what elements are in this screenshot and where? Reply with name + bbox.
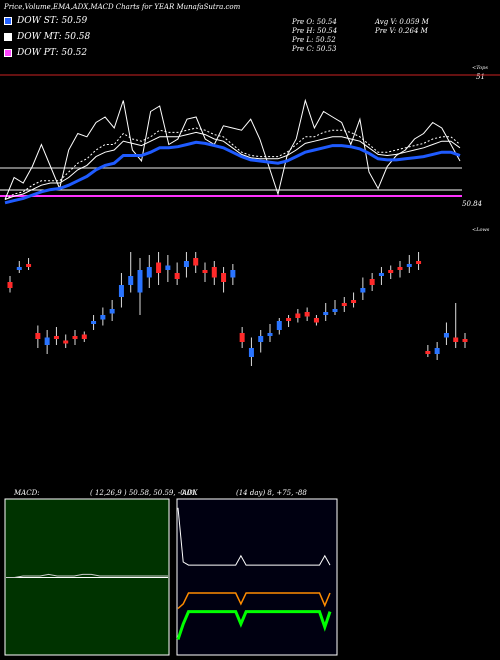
- prev-high: Pre H: 50.54: [292, 27, 338, 35]
- candle-body: [202, 270, 208, 273]
- macd-label: MACD:: [14, 489, 40, 497]
- ema-white-line: [4, 131, 461, 200]
- candle-body: [165, 265, 171, 270]
- candle-body: [388, 270, 394, 273]
- candle-body: [425, 351, 431, 354]
- upper-series-group: [4, 98, 461, 205]
- prev-open: Pre O: 50.54: [292, 18, 337, 26]
- candle-body: [7, 282, 13, 288]
- candle-body: [258, 336, 264, 342]
- candle-body: [443, 333, 449, 338]
- prev-close: Pre C: 50.53: [292, 45, 337, 53]
- candle-body: [406, 264, 412, 267]
- adx-values: (14 day) 8, +75, -88: [236, 489, 307, 497]
- candle-body: [341, 303, 347, 306]
- candle-body: [35, 333, 41, 339]
- candle-body: [118, 285, 124, 297]
- candle-body: [416, 261, 422, 264]
- candle-body: [230, 270, 236, 278]
- legend-label-pt: DOW PT: 50.52: [17, 48, 88, 58]
- candle-body: [81, 334, 87, 339]
- candle-body: [53, 336, 59, 339]
- minus-di-line: [176, 610, 332, 640]
- candle-body: [369, 279, 375, 285]
- avg-volume: Avg V: 0.059 M: [375, 18, 429, 26]
- plus-di-line: [177, 592, 331, 610]
- candle-body: [239, 333, 245, 342]
- price-line: [4, 98, 461, 200]
- candle-body: [304, 312, 310, 317]
- adx-line: [177, 507, 331, 566]
- candle-body: [174, 273, 180, 279]
- candle-body: [267, 333, 273, 336]
- legend-label-st: DOW ST: 50.59: [17, 16, 88, 26]
- candle-body: [295, 313, 301, 318]
- candle-body: [248, 348, 254, 357]
- macd-signal-line: [6, 573, 168, 578]
- candle-body: [462, 339, 468, 342]
- candles-group: [7, 252, 468, 366]
- ema-dashed-line: [4, 127, 461, 200]
- tops-label: <Tops: [472, 65, 488, 71]
- candle-body: [378, 273, 384, 276]
- legend-label-mt: DOW MT: 50.58: [17, 32, 91, 42]
- candle-body: [146, 267, 152, 278]
- legend-dow-pt: DOW PT: 50.52: [4, 48, 87, 58]
- candle-body: [332, 309, 338, 312]
- candle-body: [156, 262, 162, 273]
- candle-body: [128, 276, 134, 285]
- adx-label: ADX: [182, 489, 198, 497]
- candle-body: [453, 337, 459, 342]
- candle-body: [16, 267, 22, 270]
- tops-value: 51: [476, 73, 485, 81]
- candle-body: [44, 337, 50, 345]
- candle-body: [286, 318, 292, 321]
- macd-values: ( 12,26,9 ) 50.58, 50.59, -0.01: [90, 489, 196, 497]
- legend-swatch-mt: [4, 33, 12, 41]
- legend-swatch-pt: [4, 49, 12, 57]
- candle-body: [72, 336, 78, 339]
- candle-body: [276, 321, 282, 330]
- prev-low: Pre L: 50.52: [292, 36, 336, 44]
- candle-body: [63, 340, 69, 344]
- prev-volume: Pre V: 0.264 M: [375, 27, 428, 35]
- page-title: Price,Volume,EMA,ADX,MACD Charts for YEA…: [4, 3, 241, 11]
- macd-series-group: [6, 573, 168, 578]
- price-value: 50.84: [462, 200, 483, 208]
- candle-body: [100, 315, 106, 320]
- adx-panel: [176, 498, 338, 656]
- candle-body: [26, 264, 32, 267]
- candle-body: [323, 312, 329, 315]
- candle-body: [91, 321, 97, 324]
- legend-dow-st: DOW ST: 50.59: [4, 16, 87, 26]
- candle-body: [109, 309, 115, 314]
- candle-body: [434, 348, 440, 354]
- candle-body: [313, 318, 319, 323]
- candle-body: [397, 267, 403, 270]
- candle-body: [183, 261, 189, 267]
- candle-body: [360, 288, 366, 293]
- adx-series-group: [176, 507, 332, 640]
- lows-label: <Lows: [472, 227, 490, 233]
- candle-body: [351, 300, 357, 303]
- legend-swatch-st: [4, 17, 12, 25]
- candle-body: [137, 270, 143, 293]
- dow-st-line: [4, 140, 461, 205]
- candle-body: [221, 273, 227, 282]
- candle-body: [193, 258, 199, 266]
- candle-body: [211, 267, 217, 278]
- legend-dow-mt: DOW MT: 50.58: [4, 32, 90, 42]
